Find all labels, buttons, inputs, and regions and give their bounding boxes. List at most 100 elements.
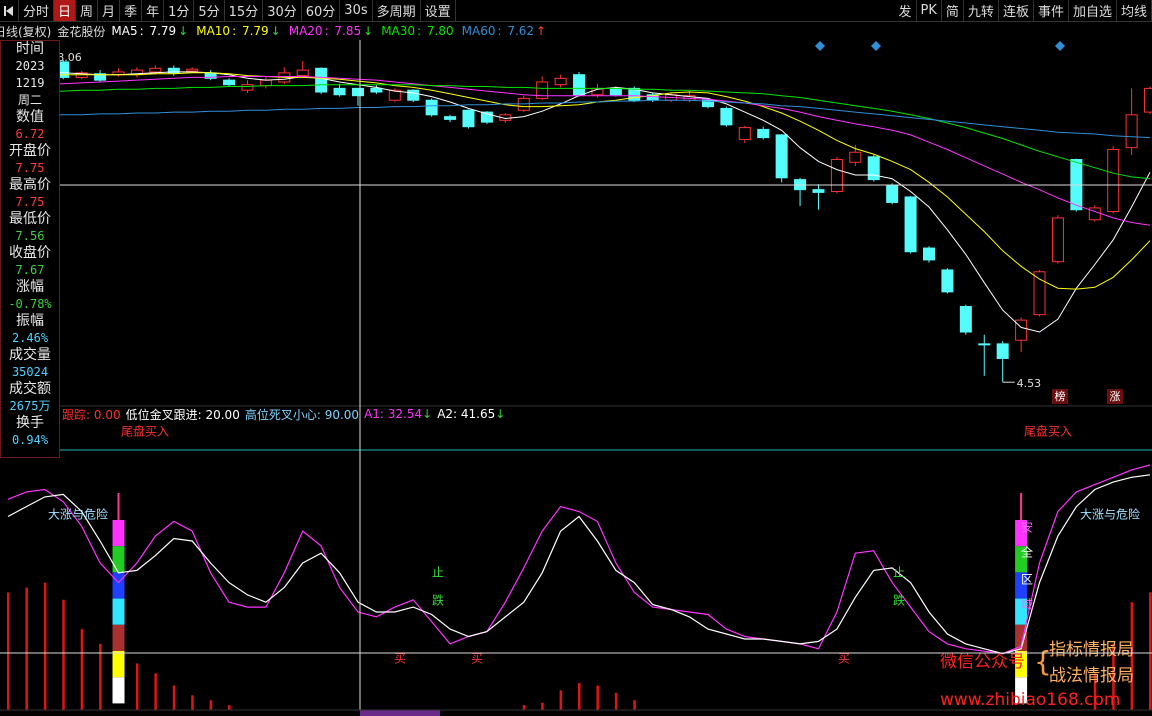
toolbar-button[interactable]: 加自选 xyxy=(1069,0,1117,21)
toolbar: 分时日周月季年 1分 5分 15分 30分 60分 30s 多周期 设置 发 PK 简九转 连板 事件加… xyxy=(0,0,1152,22)
info-value: 7.75 xyxy=(15,195,45,209)
signal-block xyxy=(1015,546,1028,573)
toolbar-tab[interactable]: 多周期 xyxy=(373,0,421,21)
candle-body xyxy=(223,79,236,86)
diamond xyxy=(815,41,825,51)
toolbar-tab[interactable]: 15分 xyxy=(225,0,264,21)
signal-block xyxy=(1015,598,1028,625)
candle-body xyxy=(701,99,714,108)
toolbar-tab[interactable]: 1分 xyxy=(164,0,195,21)
legend-entry: MA20: 7.85 ↓ xyxy=(289,24,375,38)
indicator-bar xyxy=(559,690,563,710)
info-label: 振幅 xyxy=(16,313,44,329)
indicator-bar xyxy=(1093,673,1097,710)
signal-block xyxy=(1015,677,1028,704)
toolbar-tab[interactable]: 日 xyxy=(54,0,77,21)
info-value: 2.46% xyxy=(11,331,49,345)
legend-name: 低位金叉跟进 xyxy=(125,407,198,422)
info-value: 6.72 xyxy=(15,127,45,141)
toolbar-button[interactable]: 简 xyxy=(942,0,964,21)
legend-entry: MA60: 7.62 ↑ xyxy=(462,24,548,38)
toolbar-button[interactable]: 连板 xyxy=(999,0,1034,21)
candle-body xyxy=(149,67,162,73)
legend-name: A1 xyxy=(364,407,380,421)
ma-line xyxy=(8,84,1151,180)
candle-body xyxy=(94,73,107,81)
toolbar-button[interactable]: 九转 xyxy=(964,0,999,21)
candle-body xyxy=(775,134,788,179)
scroll-thumb[interactable] xyxy=(360,710,440,716)
candle-body xyxy=(536,81,549,99)
legend-name: MA5 xyxy=(111,24,138,38)
ma-line xyxy=(8,76,1151,226)
legend-entry: 跟踪: 0.00 xyxy=(62,406,121,423)
toolbar-tab[interactable]: 30s xyxy=(340,0,373,21)
signal-text: 区 xyxy=(1021,573,1033,587)
candle-body xyxy=(1125,114,1138,149)
legend-value: 7.79 xyxy=(149,24,177,38)
low-label: 4.53 xyxy=(1017,377,1041,390)
info-value: 7.67 xyxy=(15,263,45,277)
back-icon[interactable] xyxy=(0,0,19,21)
toolbar-button[interactable]: 事件 xyxy=(1034,0,1069,21)
candle-body xyxy=(1051,217,1064,263)
info-label: 换手 xyxy=(16,415,44,431)
toolbar-button[interactable]: 均线 xyxy=(1117,0,1152,21)
toolbar-tab[interactable]: 年 xyxy=(142,0,165,21)
legend-separator: : xyxy=(197,407,206,422)
indicator-bar xyxy=(25,587,28,710)
info-value: 7.56 xyxy=(15,229,45,243)
info-value: 周二 xyxy=(17,93,42,107)
candle-body xyxy=(812,189,825,193)
toolbar-tab[interactable]: 设置 xyxy=(421,0,456,21)
toolbar-tab[interactable]: 5分 xyxy=(194,0,225,21)
indicator-line xyxy=(7,474,1151,655)
indicator-bar xyxy=(596,685,599,710)
legend-separator: : xyxy=(316,407,325,422)
info-value: 2023 xyxy=(15,59,45,73)
signal-text: 买 xyxy=(394,652,406,666)
toolbar-tab[interactable]: 30分 xyxy=(263,0,302,21)
candle-body xyxy=(720,107,733,126)
diamond xyxy=(871,41,881,51)
indicator-bar xyxy=(154,673,157,710)
toolbar-button[interactable]: PK xyxy=(917,0,942,21)
candle-body xyxy=(1033,271,1046,316)
signal-text: 大涨与危险 xyxy=(1080,507,1140,522)
legend-separator: : xyxy=(324,24,333,38)
plot: 8.064.53榜 涨尾盘买入 尾盘买入大涨与危险 大涨与危险止跌止跌买买买安全区域微… xyxy=(2,51,1152,710)
toolbar-tab[interactable]: 周 xyxy=(76,0,99,21)
info-value: -0.78% xyxy=(8,297,52,311)
legend-trend: ↓ xyxy=(495,407,506,421)
signal-text: 域 xyxy=(1021,598,1033,612)
legend-name: A2 xyxy=(437,407,454,421)
candle-body xyxy=(1144,87,1152,113)
info-label: 成交额 xyxy=(9,381,51,397)
info-label: 最高价 xyxy=(9,177,51,193)
legend-trend: ↑ xyxy=(536,24,547,38)
indicator-line xyxy=(7,464,1151,655)
legend-separator: : xyxy=(497,24,506,38)
legend-entry: MA5: 7.79 ↓ xyxy=(111,24,190,38)
watermark-name: 指标情报局 xyxy=(1049,640,1134,660)
legend-name: MA10 xyxy=(196,24,231,38)
signal-text: 止 xyxy=(432,566,444,580)
indicator-bar xyxy=(99,643,102,710)
signal-block xyxy=(1015,651,1028,678)
legend-separator: : xyxy=(417,24,425,38)
toolbar-tab[interactable]: 分时 xyxy=(19,0,55,21)
toolbar-tab[interactable]: 月 xyxy=(98,0,121,21)
badge-bg xyxy=(1107,389,1123,404)
legend-name: MA30 xyxy=(381,24,416,38)
indicator-bar xyxy=(541,702,544,710)
badge: 榜 xyxy=(1055,389,1066,403)
toolbar-tab[interactable]: 季 xyxy=(120,0,143,21)
candle-body xyxy=(867,156,880,181)
high-label: 8.06 xyxy=(57,51,81,64)
toolbar-tab[interactable]: 60分 xyxy=(302,0,341,21)
ma-line xyxy=(7,99,1151,139)
signal-block xyxy=(112,651,125,678)
toolbar-button[interactable]: 发 xyxy=(895,0,917,21)
legend-separator: : xyxy=(86,407,94,422)
